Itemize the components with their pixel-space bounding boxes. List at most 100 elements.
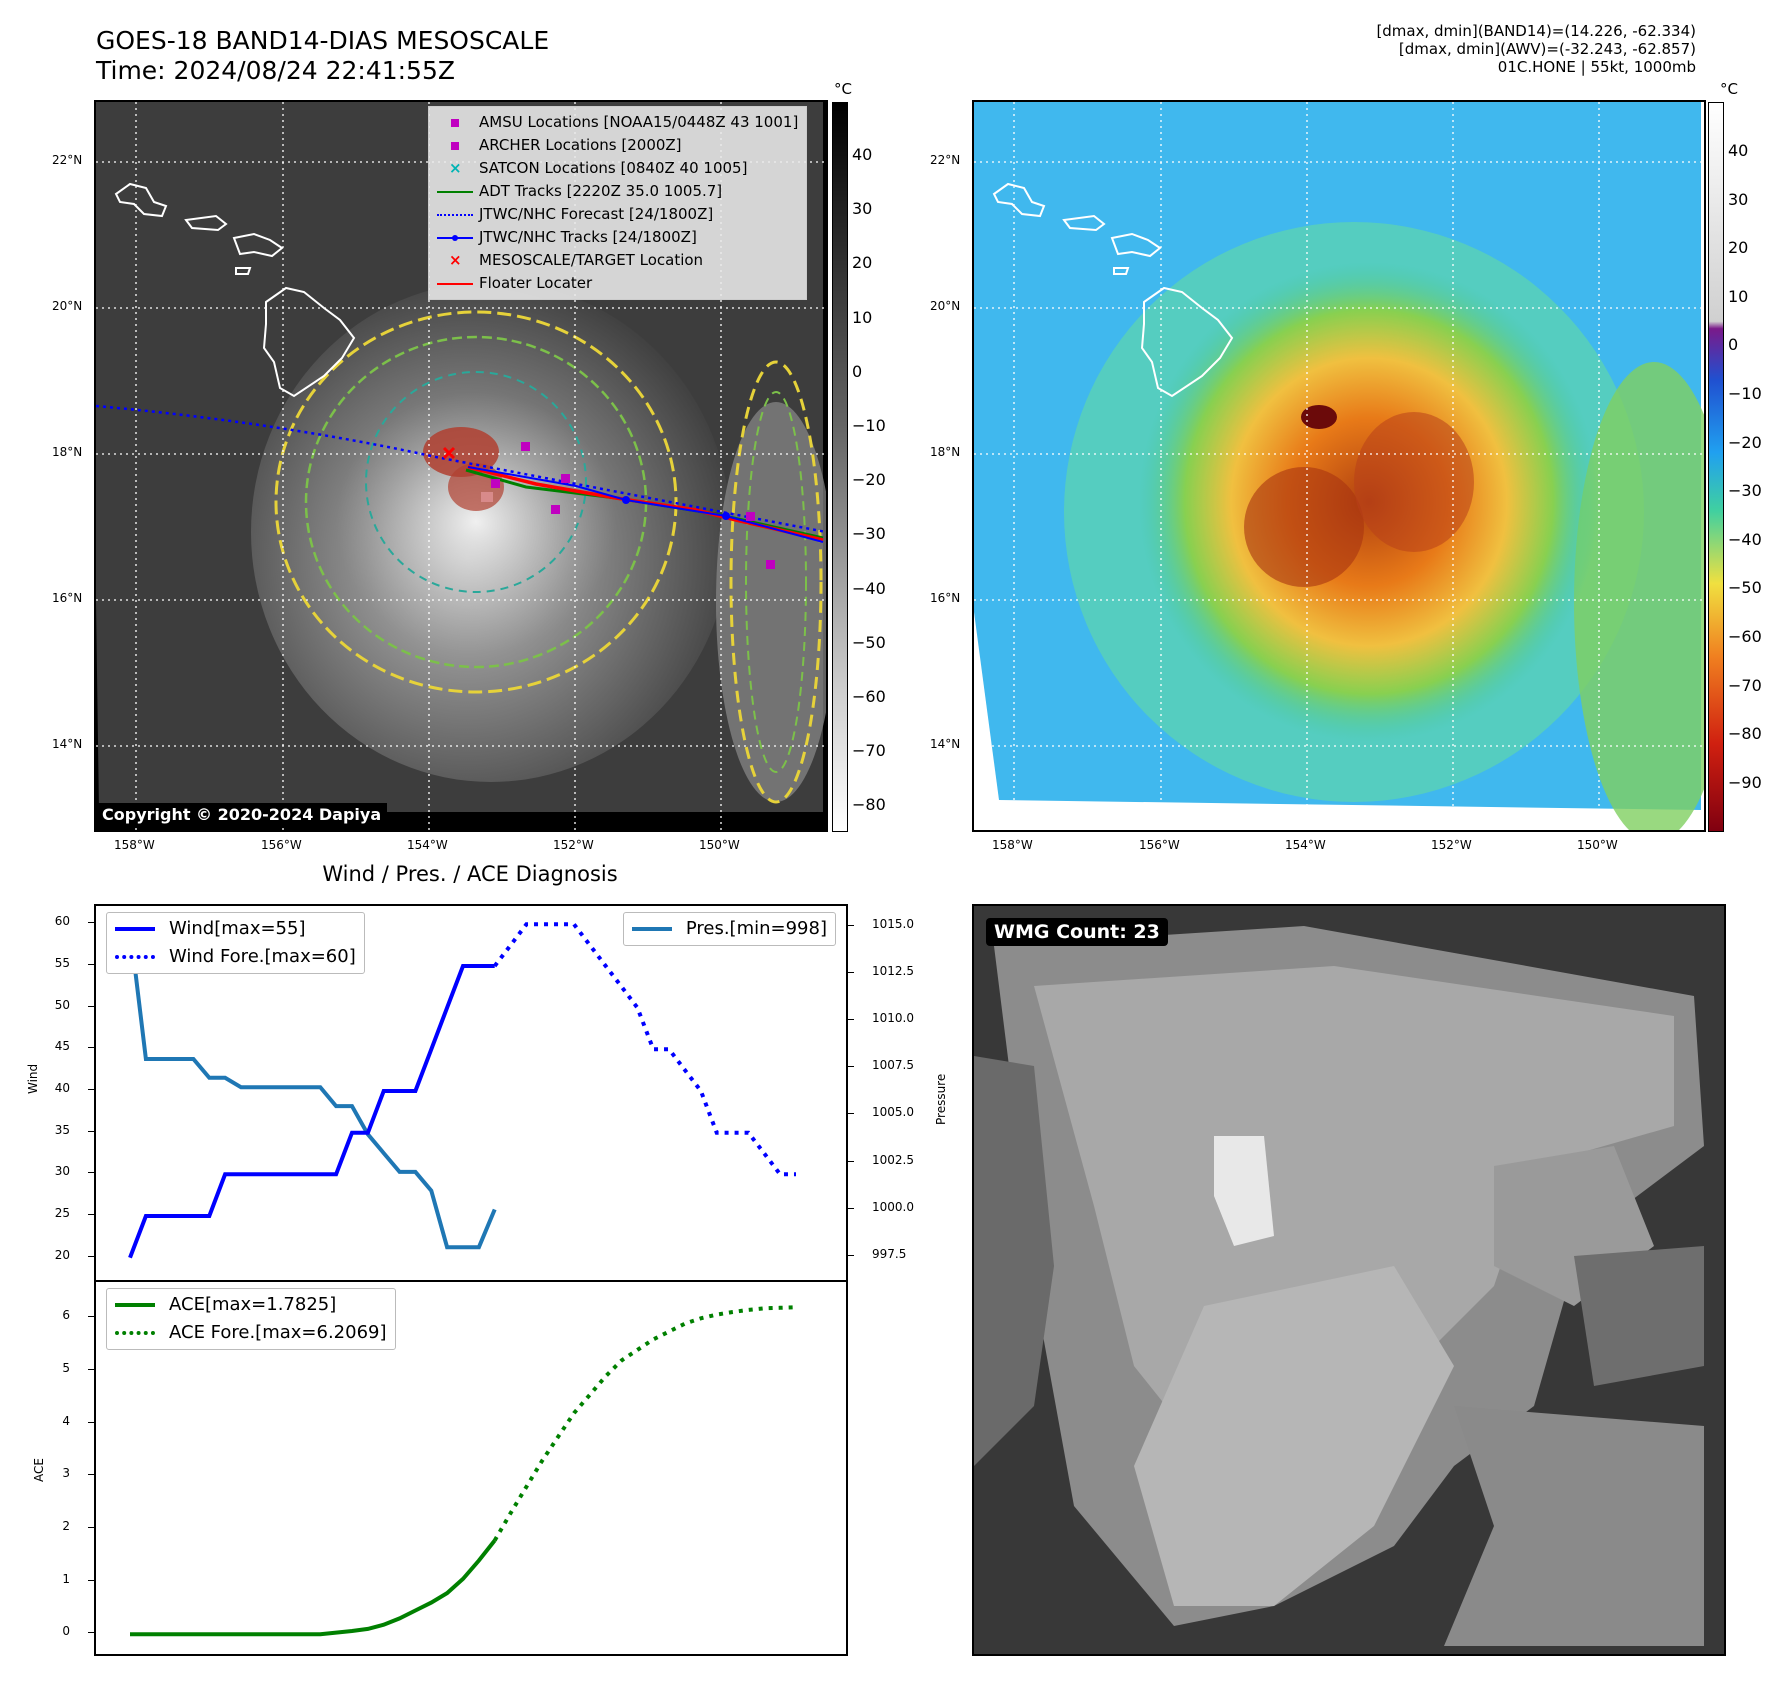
legend-line-icon [115, 1331, 155, 1335]
lon-label: 150°W [1577, 838, 1618, 852]
wind-tick-label: 25 [54, 1206, 70, 1220]
pressure-tick-mark [848, 1066, 854, 1068]
ace-tick-label: 4 [62, 1413, 70, 1428]
forecast-track [96, 404, 826, 534]
lon-label: 156°W [1139, 838, 1180, 852]
lat-label: 16°N [930, 591, 961, 605]
wmg-panel: WMG Count: 23 [972, 904, 1726, 1656]
wmg-image [974, 906, 1724, 1654]
color-map-gridlines [974, 102, 1704, 830]
color-tick: −20 [1728, 432, 1762, 452]
map-legend-item: × SATCON Locations [0840Z 40 1005] [437, 157, 798, 180]
wind-tick-mark [88, 922, 94, 924]
ace-chart: ACE[max=1.7825] ACE Fore.[max=6.2069] [94, 1280, 848, 1656]
wind-tick-label: 35 [54, 1122, 70, 1137]
map-legend-item: × MESOSCALE/TARGET Location [437, 249, 798, 272]
pressure-tick-mark [848, 925, 854, 927]
wind-tick-mark [88, 1214, 94, 1215]
map-legend: AMSU Locations [NOAA15/0448Z 43 1001] ARC… [428, 106, 808, 300]
wind-tick-label: 55 [54, 956, 70, 970]
map-legend-label: MESOSCALE/TARGET Location [479, 251, 704, 269]
map-legend-item: Floater Locater [437, 272, 798, 295]
pressure-axis-label: Pressure [934, 1073, 948, 1125]
gray-tick: −10 [852, 416, 886, 435]
target-marker [442, 446, 456, 460]
best-track-points [622, 496, 730, 520]
legend-line-icon [115, 955, 155, 959]
wind-legend: Wind[max=55] Wind Fore.[max=60] [106, 912, 365, 974]
wind-tick-mark [88, 1089, 94, 1090]
map-legend-item: ADT Tracks [2220Z 35.0 1005.7] [437, 180, 798, 203]
color-tick: 40 [1728, 141, 1749, 160]
lon-label: 154°W [407, 838, 448, 852]
ace-line [130, 1539, 497, 1637]
pressure-tick-mark [848, 1160, 854, 1162]
pressure-legend: Pres.[min=998] [622, 912, 836, 946]
wind-tick-label: 40 [54, 1081, 70, 1095]
map-legend-item: ARCHER Locations [2000Z] [437, 134, 798, 157]
storm-info: 01C.HONE | 55kt, 1000mb [1497, 58, 1696, 76]
ace-tick-mark [88, 1526, 94, 1528]
ace-tick-label: 5 [62, 1360, 70, 1375]
map-legend-label: ARCHER Locations [2000Z] [479, 136, 682, 154]
lon-label: 158°W [992, 838, 1033, 852]
chart-legend-label: Pres.[min=998] [685, 918, 827, 939]
lat-label: 18°N [930, 445, 961, 459]
wind-tick-mark [88, 1005, 94, 1007]
wind-tick-mark [88, 1172, 94, 1174]
map-legend-label: JTWC/NHC Tracks [24/1800Z] [479, 228, 697, 246]
ace-tick-mark [88, 1474, 94, 1476]
gray-colorbar [832, 102, 848, 832]
color-tick: 10 [1728, 286, 1749, 306]
lat-label: 14°N [52, 737, 83, 751]
gray-tick: −50 [852, 632, 886, 652]
legend-symbol-icon: × [449, 250, 462, 269]
wind-line [128, 964, 495, 1259]
map-legend-label: Floater Locater [479, 274, 593, 292]
amsu-archer-markers [481, 442, 775, 569]
wind-pressure-chart: Wind[max=55] Wind Fore.[max=60] Pres.[min… [94, 904, 848, 1282]
gray-tick: 0 [852, 361, 863, 381]
ace-tick-label: 2 [62, 1518, 70, 1533]
pressure-tick-label: 1002.5 [872, 1152, 914, 1167]
pressure-tick-label: 1015.0 [872, 917, 914, 932]
color-tick: −10 [1728, 384, 1762, 403]
chart-legend-label: Wind[max=55] [169, 918, 306, 939]
copyright-label: Copyright © 2020-2024 Dapiya [96, 803, 388, 826]
lon-label: 152°W [1431, 838, 1472, 852]
legend-symbol-icon: × [449, 158, 462, 177]
band14-range: [dmax, dmin](BAND14)=(14.226, -62.334) [1376, 22, 1696, 40]
lat-label: 20°N [52, 299, 83, 313]
page-title: GOES-18 BAND14-DIAS MESOSCALE Time: 2024… [96, 26, 549, 86]
map-legend-label: SATCON Locations [0840Z 40 1005] [479, 159, 748, 177]
ace-tick-label: 3 [62, 1466, 70, 1481]
lon-label: 158°W [114, 838, 155, 852]
gray-tick: 10 [852, 307, 873, 327]
gray-tick: −70 [852, 741, 886, 761]
gray-tick: −40 [852, 578, 886, 598]
chart-legend-item: ACE Fore.[max=6.2069] [115, 1319, 387, 1347]
legend-symbol-icon [437, 229, 473, 247]
wind-tick-label: 30 [54, 1164, 70, 1179]
ace-axis-label: ACE [32, 1458, 46, 1482]
legend-symbol-icon [437, 183, 473, 201]
wind-tick-label: 20 [54, 1247, 70, 1262]
pressure-tick-label: 1010.0 [872, 1011, 914, 1026]
gray-tick: −20 [852, 470, 886, 490]
ace-tick-label: 1 [62, 1571, 70, 1586]
wind-pressure-svg [128, 922, 796, 1259]
chart-legend-item: ACE[max=1.7825] [115, 1291, 387, 1319]
wind-tick-label: 45 [54, 1039, 70, 1054]
wind-tick-mark [88, 1255, 94, 1257]
wind-tick-mark [88, 964, 94, 965]
color-tick: −40 [1728, 529, 1762, 549]
pressure-tick-label: 1012.5 [872, 964, 914, 979]
pressure-tick-mark [848, 1113, 854, 1115]
pressure-tick-mark [848, 1254, 854, 1256]
pressure-tick-label: 1005.0 [872, 1105, 914, 1120]
legend-line-icon [115, 927, 155, 931]
wind-forecast-line [493, 922, 796, 1177]
pressure-tick-mark [848, 1207, 854, 1209]
legend-line-icon [115, 1303, 155, 1307]
chart-legend-label: ACE Fore.[max=6.2069] [169, 1322, 387, 1343]
